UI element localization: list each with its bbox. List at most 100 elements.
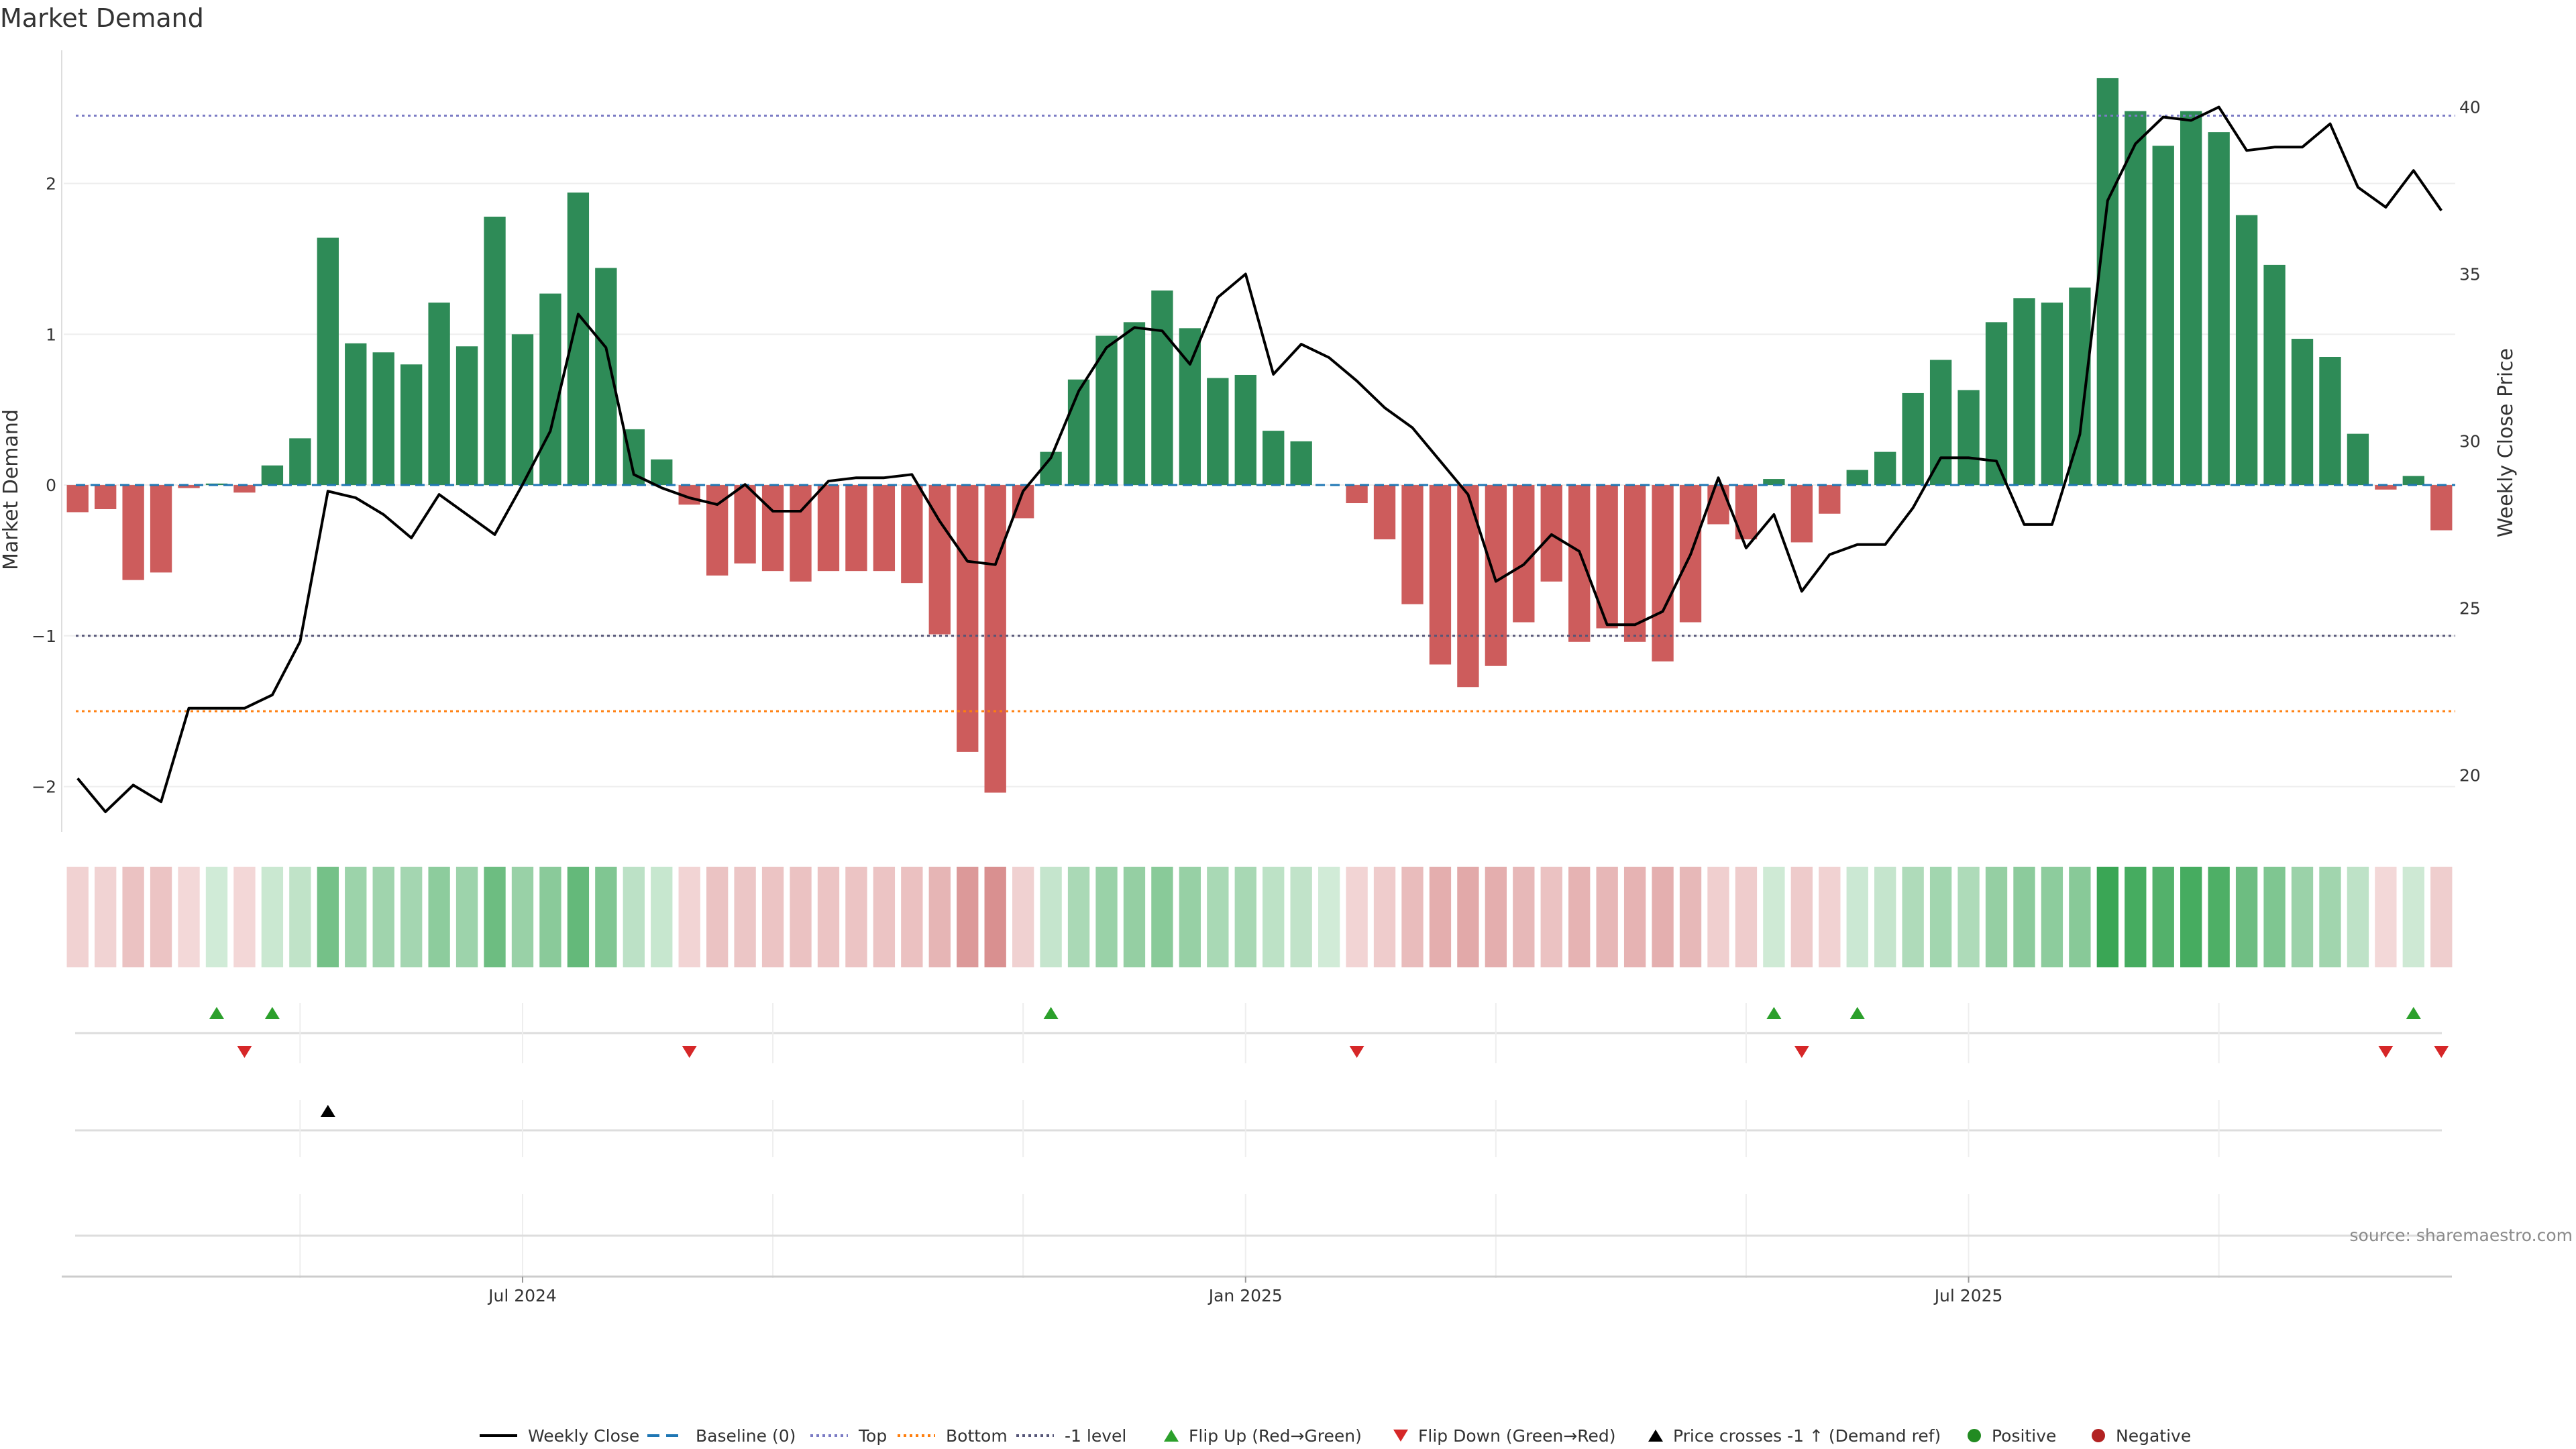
heat-cell [2208,867,2230,967]
demand-bar [2208,132,2230,486]
heat-cell [150,867,172,967]
heat-cell [372,867,394,967]
demand-bar [1790,485,1813,543]
heat-cell [428,867,450,967]
demand-bar [817,485,840,572]
legend-label: Bottom [946,1426,1008,1446]
heat-cell [1957,867,1980,967]
demand-bar [1707,485,1729,525]
demand-bar [873,485,896,572]
flip-up-marker [264,1007,280,1019]
heat-cell [1596,867,1618,967]
demand-bar [1846,470,1868,486]
demand-bar [1263,431,1285,486]
heat-cell [2069,867,2091,967]
flip-up-marker [1043,1007,1059,1019]
heat-cell [928,867,951,967]
demand-bar [2096,78,2118,486]
x-axis-panel: Jul 2024 Jan 2025 Jul 2025 [62,1003,2452,1305]
demand-bar [2375,485,2397,490]
heat-cell [1318,867,1340,967]
heat-cell [1346,867,1368,967]
heat-cell [1513,867,1535,967]
heat-cell [1123,867,1146,967]
demand-bar [455,346,478,486]
heat-cell [122,867,144,967]
demand-bar [2180,111,2202,486]
demand-bar [1179,328,1201,486]
demand-bar [1373,485,1396,539]
weekly-close-line [76,105,2443,814]
heat-cell [2013,867,2035,967]
demand-bar [372,352,394,486]
legend-label: Top [858,1426,887,1446]
demand-bar [1234,374,1256,486]
heat-cell [484,867,506,967]
heat-cell [2291,867,2314,967]
flip-up-marker [1849,1007,1865,1019]
demand-bar [511,334,534,486]
demand-bar [2013,298,2035,486]
legend-swatch-cross [1648,1430,1663,1442]
demand-bar [400,364,423,486]
flip-down-marker [2434,1046,2449,1058]
legend-label: Positive [1992,1426,2056,1446]
heat-cell [2125,867,2147,967]
demand-bar [2041,303,2063,486]
heat-cell [623,867,645,967]
demand-bar [1763,479,1785,486]
price-cross-marker [320,1105,335,1117]
heat-cell [2319,867,2341,967]
demand-bar [1652,485,1674,662]
heat-cell [66,867,89,967]
y-tick-label: −2 [32,777,56,797]
demand-bar [1429,485,1452,665]
legend-label: Negative [2116,1426,2191,1446]
flip-down-marker [682,1046,697,1058]
demand-bar [1957,390,1980,486]
chart-title: Market Demand [0,3,204,33]
y-axis-right: 40 35 30 25 20 [2459,98,2481,786]
heat-cell [1095,867,1118,967]
y2-tick-label: 40 [2459,98,2481,117]
heat-cell [1151,867,1173,967]
demand-bar [1401,485,1424,604]
heat-cell [678,867,700,967]
reference-lines [76,114,2455,712]
heat-cell [317,867,339,967]
demand-bar [539,293,561,486]
demand-bar [289,438,311,486]
heat-cell [2402,867,2424,967]
heat-cell [400,867,423,967]
heat-cell [1290,867,1312,967]
heat-cell [595,867,617,967]
demand-bar [1346,485,1368,504]
heat-cell [233,867,256,967]
y-tick-label: −1 [32,627,56,646]
heat-cell [1819,867,1841,967]
legend-label: Weekly Close [528,1426,639,1446]
heat-cell [761,867,784,967]
heat-cell [1985,867,2008,967]
flip-down-marker [1349,1046,1364,1058]
heat-cell [1679,867,1702,967]
heat-cell [1735,867,1758,967]
heat-cell [1846,867,1868,967]
heat-cell [1902,867,1924,967]
demand-bar [901,485,923,584]
heat-cell [1929,867,1952,967]
heat-cell [2096,867,2118,967]
demand-bar [261,465,284,486]
heat-cell [790,867,812,967]
heat-cell [1373,867,1396,967]
heat-cell [2430,867,2453,967]
demand-bar [95,485,117,510]
y2-tick-label: 30 [2459,431,2481,451]
heat-cell [845,867,867,967]
y2-tick-label: 20 [2459,765,2481,785]
demand-bar [734,485,756,564]
legend-label: Price crosses -1 ↑ (Demand ref) [1673,1426,1941,1446]
demand-bar [651,459,673,486]
heat-cell [984,867,1006,967]
